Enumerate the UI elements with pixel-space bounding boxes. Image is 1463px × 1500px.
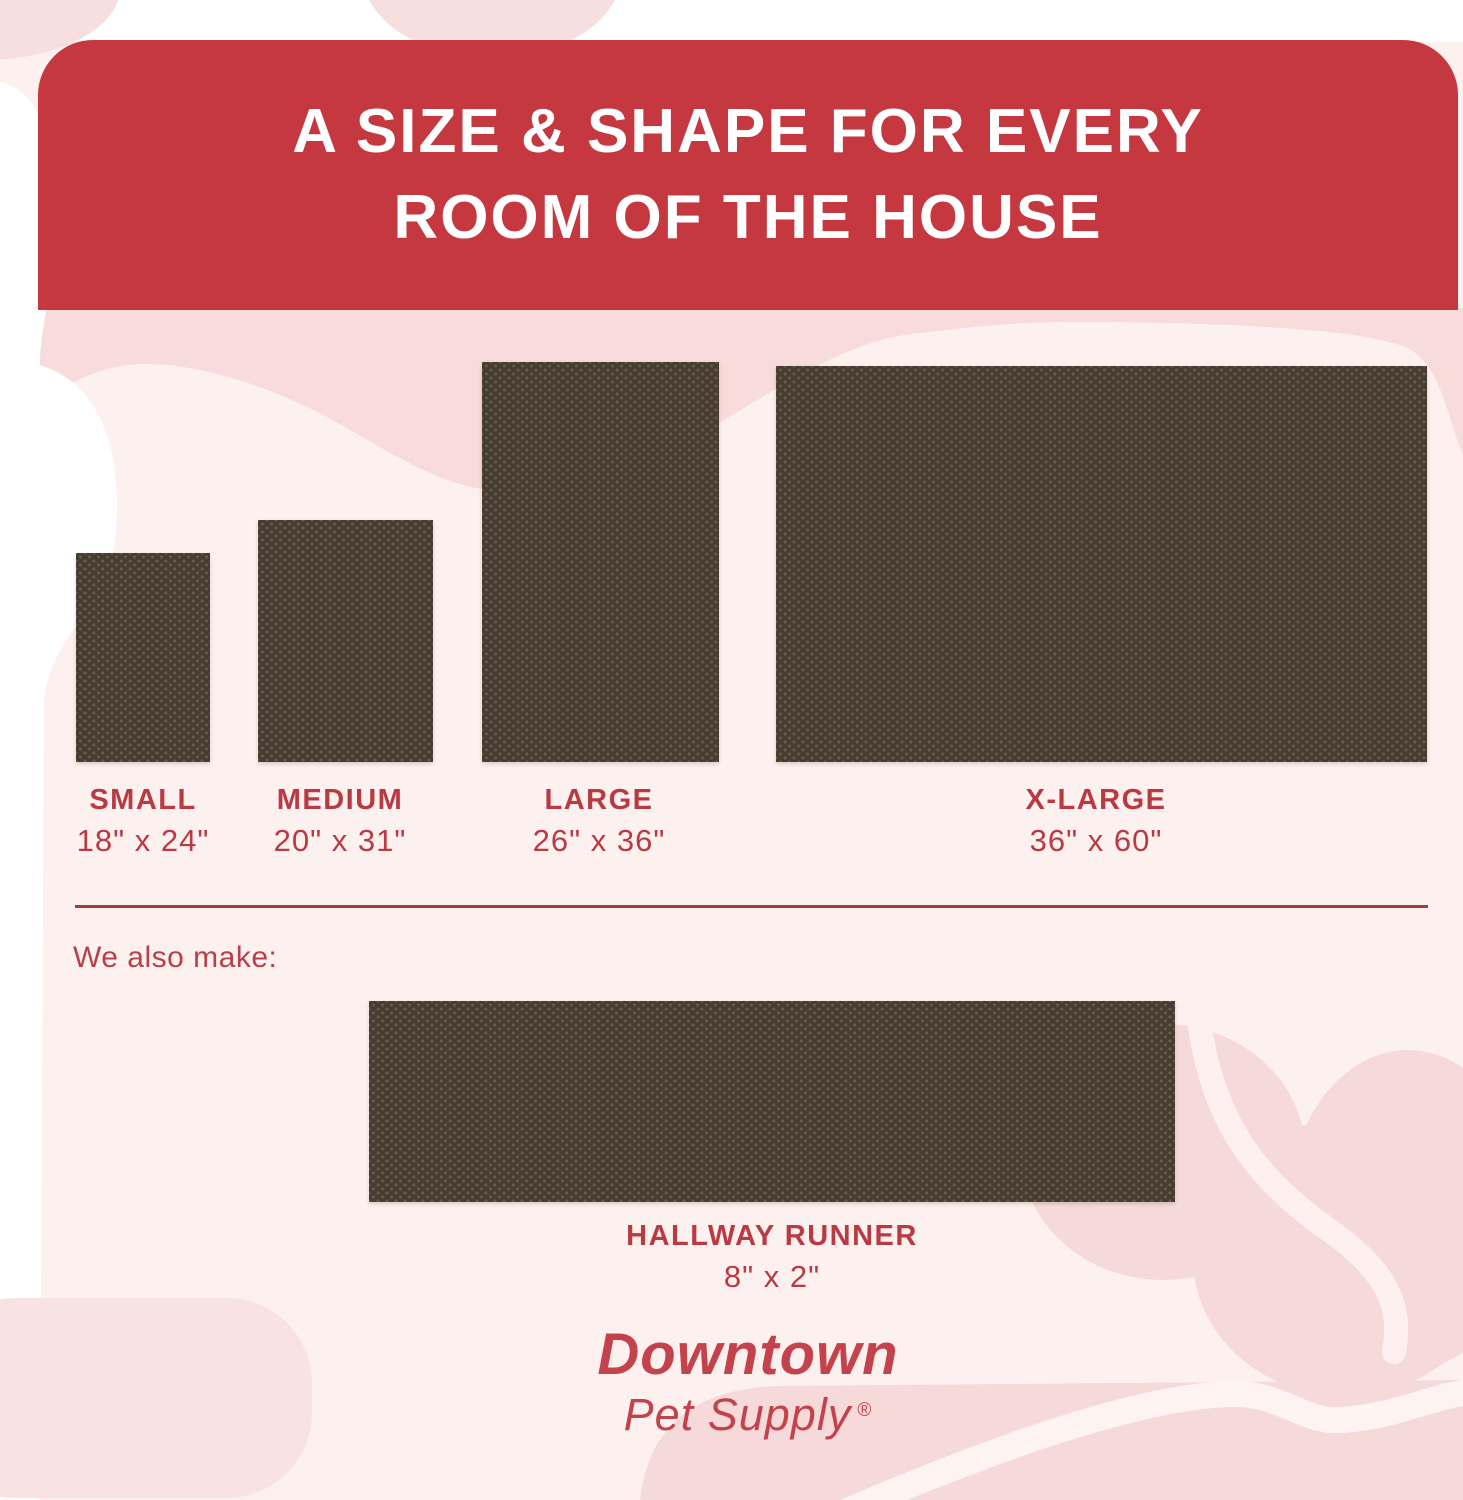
size-name: X-LARGE <box>1025 784 1167 816</box>
size-dimensions: 18" x 24" <box>76 823 210 858</box>
mat-swatch-hallway-runner <box>369 1001 1175 1202</box>
registered-trademark-icon: ® <box>857 1400 873 1421</box>
mat-swatch-xlarge <box>776 366 1427 762</box>
top-white-strip <box>0 0 1463 42</box>
size-label-small: SMALL 18" x 24" <box>13 782 273 859</box>
size-label-large: LARGE 26" x 36" <box>469 782 729 859</box>
size-name: HALLWAY RUNNER <box>626 1220 918 1252</box>
divider-line <box>75 905 1428 908</box>
brand-logo: Downtown Pet Supply ® <box>448 1324 1048 1440</box>
brand-subname: Pet Supply ® <box>448 1386 1048 1440</box>
bottom-left-pink-blob <box>0 1298 312 1498</box>
size-dimensions: 8" x 2" <box>723 1259 821 1294</box>
bone-blob-lobe <box>1288 1050 1463 1370</box>
brand-name: Downtown <box>597 1322 899 1387</box>
size-name: MEDIUM <box>276 784 404 816</box>
page-title-line-1: A SIZE & SHAPE FOR EVERY <box>292 97 1204 166</box>
size-label-medium: MEDIUM 20" x 31" <box>210 782 470 859</box>
size-dimensions: 36" x 60" <box>1029 823 1163 858</box>
white-swoosh-lower <box>839 1379 1463 1500</box>
page-title-line-2: ROOM OF THE HOUSE <box>393 183 1103 252</box>
mat-swatch-large <box>482 362 719 762</box>
white-swoosh-upper <box>1186 1000 1409 1364</box>
header-banner: A SIZE & SHAPE FOR EVERY ROOM OF THE HOU… <box>38 40 1458 310</box>
size-label-xlarge: X-LARGE 36" x 60" <box>966 782 1226 859</box>
brand-subname-text: Pet Supply <box>623 1389 852 1440</box>
size-name: SMALL <box>89 784 197 816</box>
left-white-blob <box>0 82 118 1500</box>
also-make-label: We also make: <box>73 941 278 974</box>
size-label-hallway-runner: HALLWAY RUNNER 8" x 2" <box>572 1218 972 1295</box>
mat-swatch-medium <box>258 520 433 762</box>
size-name: LARGE <box>544 784 654 816</box>
size-dimensions: 20" x 31" <box>273 823 407 858</box>
under-banner-wave <box>0 308 1463 493</box>
mat-swatch-small <box>76 553 210 762</box>
size-dimensions: 26" x 36" <box>532 823 666 858</box>
top-left-pink-blob <box>0 0 119 60</box>
